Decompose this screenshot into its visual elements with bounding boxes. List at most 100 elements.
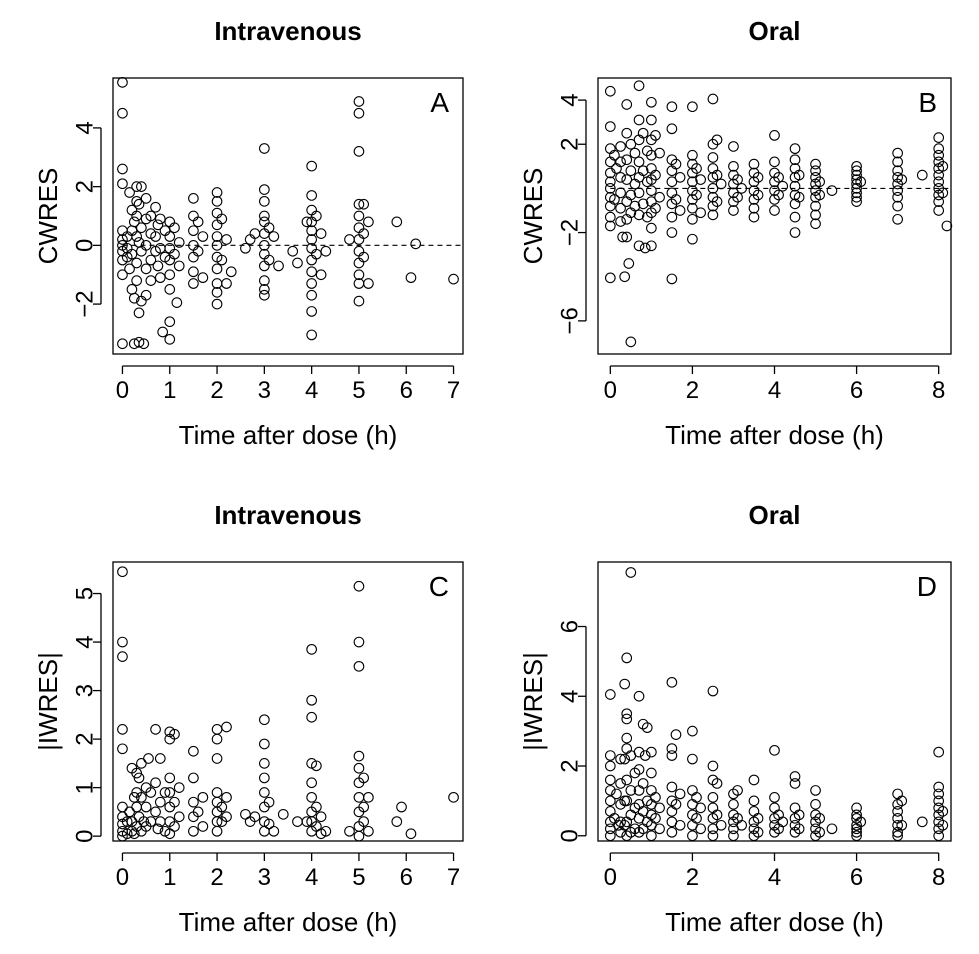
data-point (126, 284, 138, 295)
data-point (353, 636, 365, 648)
data-point (810, 785, 821, 796)
x-tick-label: 2 (210, 864, 223, 891)
data-point (306, 306, 317, 317)
data-point (164, 284, 176, 295)
data-point (117, 724, 128, 735)
data-point (629, 200, 641, 212)
panel-title: Oral (748, 500, 800, 530)
data-point (650, 169, 661, 181)
data-point (150, 231, 161, 242)
data-point (306, 266, 317, 278)
data-point (826, 185, 838, 196)
data-point (216, 801, 228, 813)
data-point (615, 141, 626, 152)
y-tick-label: 5 (72, 587, 99, 600)
data-point (773, 172, 784, 183)
data-point (188, 796, 199, 808)
data-point (211, 278, 223, 289)
data-point (752, 812, 764, 824)
data-point (121, 816, 133, 827)
data-point (604, 760, 616, 772)
data-point (674, 788, 686, 800)
data-point (892, 200, 903, 212)
x-tick-label: 4 (768, 864, 781, 891)
data-point (851, 191, 862, 203)
data-point (933, 143, 945, 155)
data-point (211, 263, 223, 275)
data-point (810, 830, 821, 842)
x-tick-label: 6 (850, 864, 863, 891)
data-point (810, 200, 821, 212)
data-point (353, 660, 365, 672)
data-point (363, 825, 374, 837)
y-tick-label: 4 (557, 93, 584, 106)
y-tick-label: 2 (72, 732, 99, 745)
data-point (687, 785, 698, 796)
x-tick-label: 2 (686, 864, 699, 891)
y-axis-label: CWRES (518, 168, 548, 265)
data-point (851, 196, 862, 207)
data-point (711, 778, 723, 789)
data-point (666, 750, 678, 761)
data-point (916, 169, 928, 181)
data-point (933, 169, 945, 181)
y-tick-label: 4 (72, 635, 99, 648)
data-point (892, 165, 903, 177)
data-point (164, 787, 176, 798)
data-point (164, 772, 176, 784)
data-point (353, 198, 365, 210)
panel-label: D (917, 571, 937, 602)
data-point (711, 809, 723, 821)
data-point (621, 774, 633, 786)
data-point (748, 806, 760, 817)
data-point (133, 772, 145, 784)
data-point (629, 147, 641, 159)
data-point (637, 127, 649, 139)
data-point (604, 176, 616, 188)
data-point (133, 307, 145, 319)
data-point (777, 180, 789, 192)
data-point (687, 830, 698, 842)
data-point (728, 830, 739, 842)
data-point (666, 743, 678, 754)
data-point (615, 187, 626, 199)
data-point (211, 753, 223, 764)
data-point (391, 816, 403, 827)
data-point (707, 152, 719, 163)
data-point (136, 791, 147, 803)
data-point (711, 169, 723, 181)
data-point (604, 85, 616, 97)
data-point (259, 216, 270, 228)
data-point (609, 194, 620, 205)
data-point (789, 826, 801, 838)
data-point (707, 792, 719, 803)
data-point (691, 189, 702, 201)
panel-b: Oral B 0 2 4 6 8 Time after dose (h) −6 −2 2 4 CWRES (518, 16, 953, 450)
data-point (259, 195, 270, 207)
data-point (933, 795, 945, 807)
data-point (211, 195, 223, 207)
data-point (216, 254, 228, 266)
data-point (344, 234, 355, 245)
data-point (216, 213, 228, 225)
data-point (637, 718, 649, 730)
data-point (164, 231, 176, 242)
x-tick-label: 0 (116, 864, 129, 891)
data-point (769, 156, 780, 168)
y-tick-label: 1 (72, 781, 99, 794)
data-point (937, 160, 949, 172)
data-point (769, 130, 780, 141)
data-point (143, 753, 154, 764)
data-point (211, 286, 223, 298)
panel-d: Oral D 0 2 4 6 8 Time after dose (h) 0 2 4 6 |IWRES| (518, 500, 952, 937)
data-point (145, 254, 157, 266)
data-point (896, 174, 908, 185)
data-point (140, 263, 152, 275)
data-point (666, 795, 678, 807)
data-point (117, 651, 128, 662)
data-point (707, 830, 719, 842)
data-points (604, 80, 953, 348)
data-point (306, 254, 317, 266)
data-point (249, 228, 261, 239)
data-point (315, 228, 327, 239)
